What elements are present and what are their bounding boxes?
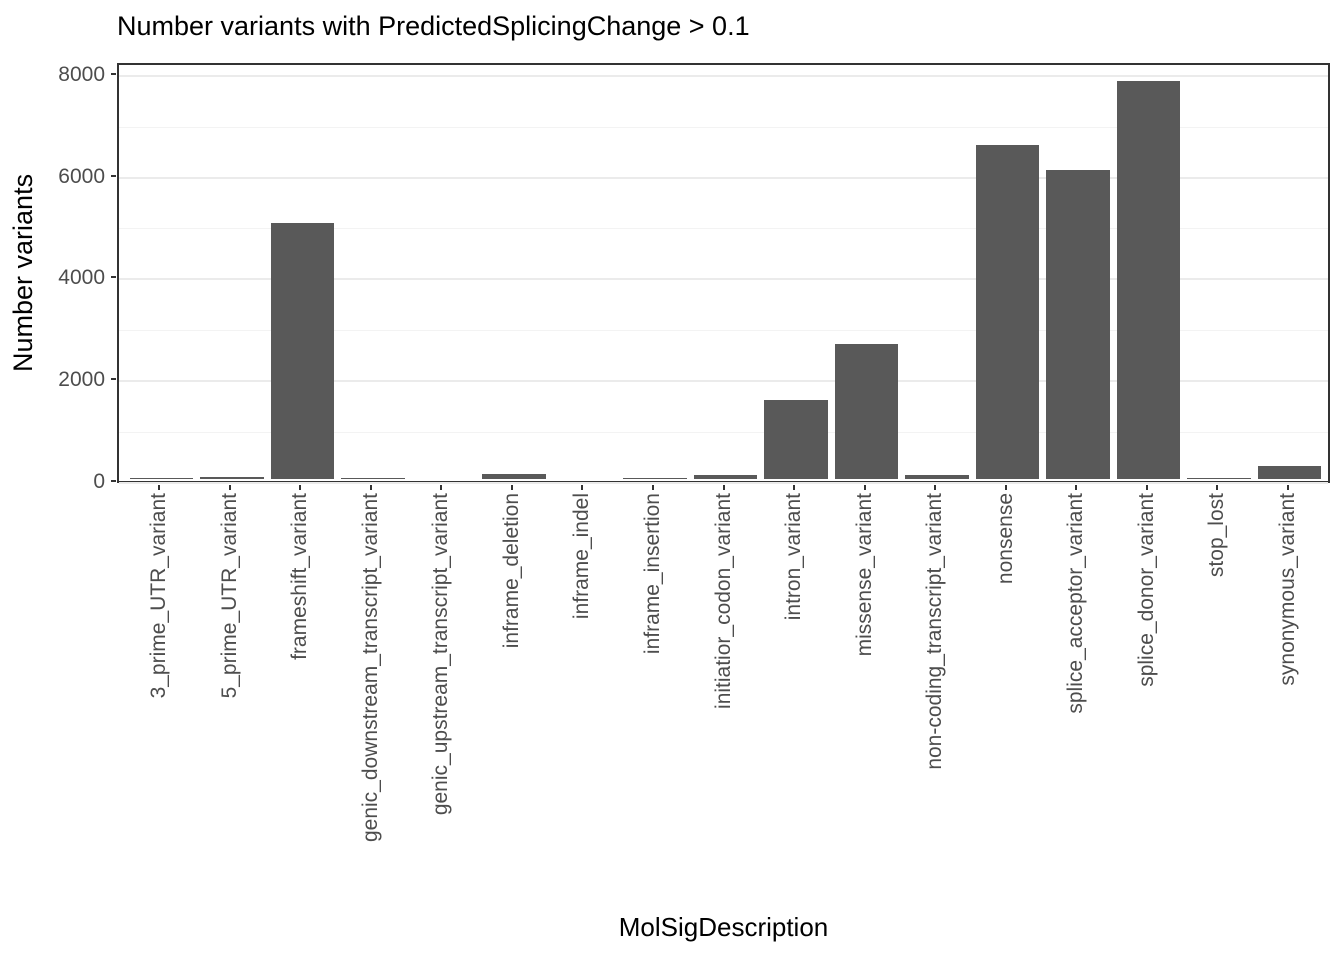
bar-inframe_deletion — [482, 473, 546, 479]
x-tick-mark — [722, 485, 725, 490]
x-tick-mark — [299, 485, 302, 490]
x-tick-label-3_prime_UTR_variant: 3_prime_UTR_variant — [147, 493, 171, 699]
bar-initiatior_codon_variant — [693, 475, 758, 479]
x-tick-label-nonsense: nonsense — [993, 493, 1017, 585]
bar-non-coding_transcript_variant — [905, 474, 969, 479]
gridline-minor — [119, 126, 1328, 128]
x-tick-mark — [510, 485, 513, 490]
bar-splice_acceptor_variant — [1046, 169, 1110, 479]
gridline-minor — [119, 432, 1328, 434]
x-tick-label-intron_variant: intron_variant — [782, 493, 806, 621]
x-tick-mark — [228, 485, 231, 490]
x-tick-mark — [934, 485, 937, 490]
bar-stop_lost — [1187, 477, 1251, 479]
x-tick-label-stop_lost: stop_lost — [1205, 493, 1229, 578]
y-tick-label: 4000 — [58, 266, 105, 290]
x-tick-label-inframe_deletion: inframe_deletion — [499, 493, 523, 649]
gridline-major — [119, 74, 1328, 77]
x-tick-label-synonymous_variant: synonymous_variant — [1275, 493, 1299, 686]
gridline-major — [119, 380, 1328, 383]
gridline-major — [119, 482, 1328, 484]
x-tick-mark — [440, 485, 443, 490]
bar-genic_downstream_transcript_variant — [341, 477, 405, 479]
bar-5_prime_UTR_variant — [200, 476, 264, 479]
x-tick-label-frameshift_variant: frameshift_variant — [288, 493, 312, 660]
y-tick-label: 2000 — [58, 368, 105, 392]
x-tick-mark — [793, 485, 796, 490]
bar-missense_variant — [834, 344, 899, 479]
x-tick-label-inframe_indel: inframe_indel — [570, 493, 594, 620]
y-tick-mark — [111, 276, 116, 279]
gridline-minor — [119, 330, 1328, 332]
x-tick-label-splice_donor_variant: splice_donor_variant — [1134, 493, 1158, 687]
y-tick-mark — [111, 378, 116, 381]
x-tick-mark — [1004, 485, 1007, 490]
gridline-minor — [119, 228, 1328, 230]
x-tick-mark — [1286, 485, 1289, 490]
x-tick-label-5_prime_UTR_variant: 5_prime_UTR_variant — [217, 493, 241, 699]
x-tick-mark — [1145, 485, 1148, 490]
chart-title: Number variants with PredictedSplicingCh… — [117, 11, 750, 41]
y-tick-label: 6000 — [58, 164, 105, 188]
y-tick-label: 0 — [93, 470, 105, 493]
x-tick-mark — [863, 485, 866, 490]
gridline-major — [119, 176, 1328, 179]
bar-intron_variant — [764, 399, 828, 479]
x-tick-label-genic_downstream_transcript_variant: genic_downstream_transcript_variant — [358, 493, 382, 843]
plot-panel — [117, 63, 1330, 484]
x-tick-label-genic_upstream_transcript_variant: genic_upstream_transcript_variant — [429, 493, 453, 816]
y-tick-label: 8000 — [58, 62, 105, 86]
bar-3_prime_UTR_variant — [129, 477, 194, 479]
x-tick-mark — [651, 485, 654, 490]
x-tick-mark — [1216, 485, 1219, 490]
x-tick-mark — [369, 485, 372, 490]
bar-frameshift_variant — [270, 222, 335, 479]
x-tick-mark — [581, 485, 584, 490]
x-axis-title: MolSigDescription — [618, 912, 829, 942]
y-tick-mark — [111, 72, 116, 75]
x-tick-label-splice_acceptor_variant: splice_acceptor_variant — [1064, 493, 1088, 714]
x-tick-label-initiatior_codon_variant: initiatior_codon_variant — [711, 493, 735, 709]
gridline-major — [119, 278, 1328, 281]
x-tick-label-missense_variant: missense_variant — [852, 493, 876, 657]
x-tick-mark — [158, 485, 161, 490]
x-tick-label-non-coding_transcript_variant: non-coding_transcript_variant — [923, 493, 947, 770]
bar-splice_donor_variant — [1116, 80, 1181, 479]
y-tick-mark — [111, 174, 116, 177]
y-tick-mark — [111, 480, 116, 482]
bar-nonsense — [975, 144, 1040, 479]
bar-synonymous_variant — [1257, 466, 1322, 479]
bar-inframe_insertion — [623, 477, 687, 479]
x-tick-label-inframe_insertion: inframe_insertion — [640, 493, 664, 655]
x-tick-mark — [1075, 485, 1078, 490]
